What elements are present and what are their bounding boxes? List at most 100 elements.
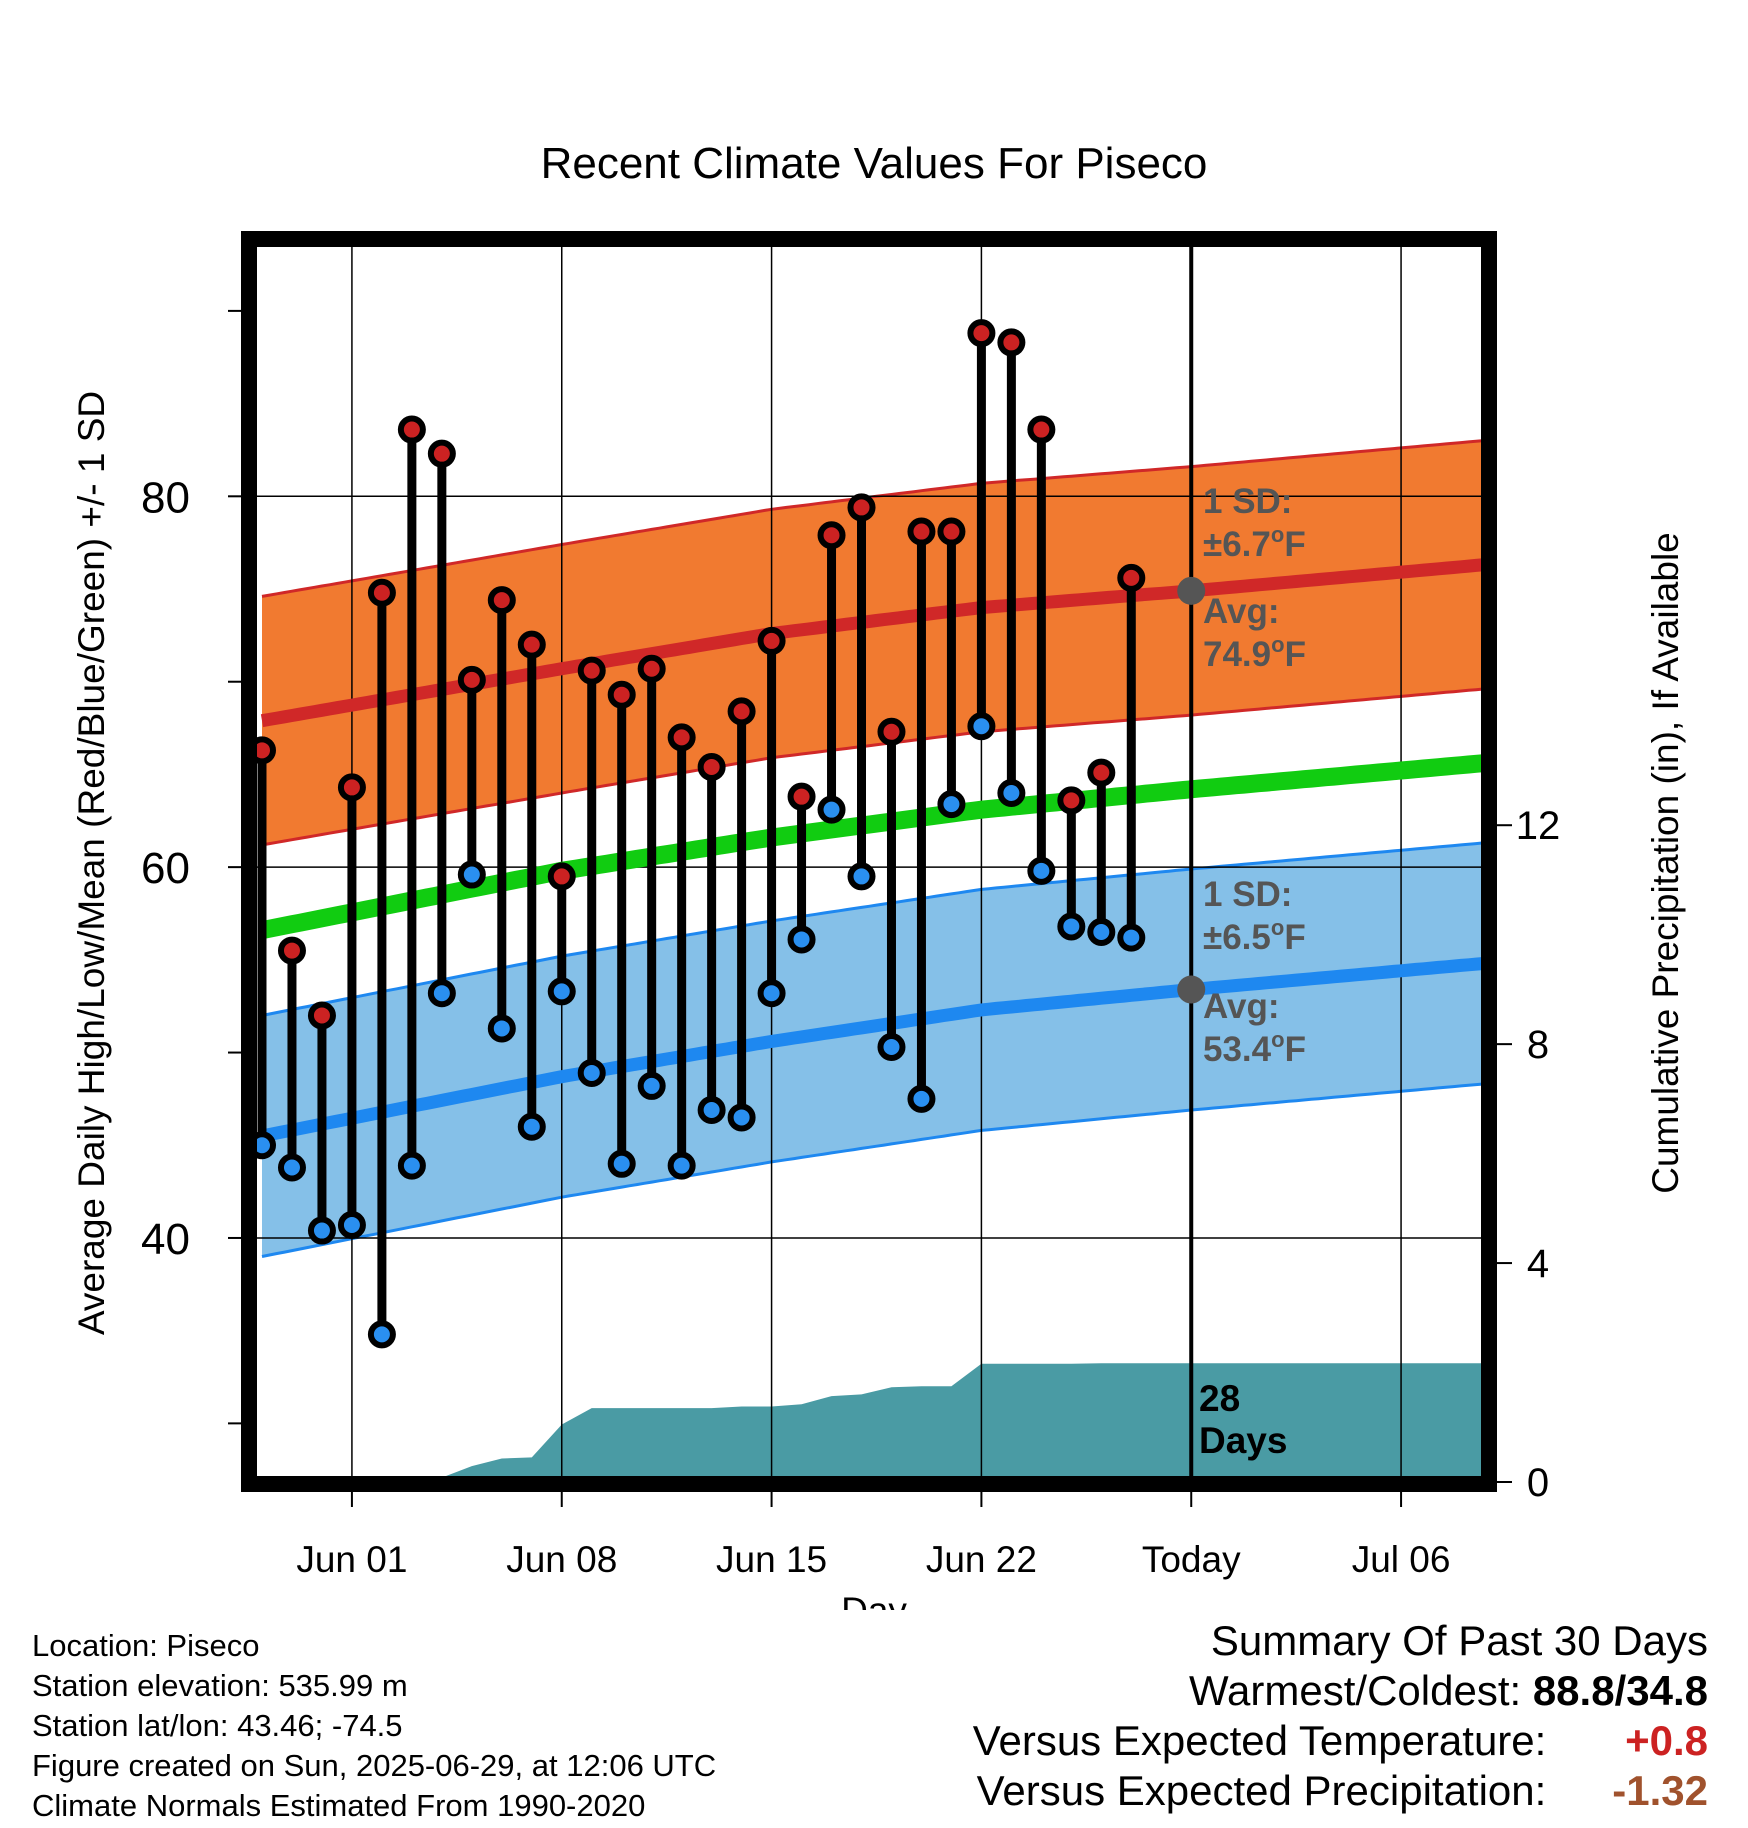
observed-high-point <box>697 753 726 782</box>
observed-high-point <box>337 773 366 802</box>
observed-low-point <box>727 1103 756 1132</box>
observed-low-point <box>547 977 576 1006</box>
observed-low-point <box>847 862 876 891</box>
observed-low-point <box>877 1032 906 1061</box>
high-sd-label: 1 SD: <box>1203 482 1292 521</box>
observed-low-point <box>397 1151 426 1180</box>
low-avg-value: 53.4oF <box>1203 1027 1306 1069</box>
elevation-text: Station elevation: 535.99 m <box>32 1668 408 1703</box>
observed-high-point <box>997 328 1026 357</box>
observed-low-point <box>607 1149 636 1178</box>
x-tick-label: Jun 08 <box>506 1539 617 1580</box>
observed-low-point <box>277 1153 306 1182</box>
precip-anomaly-row: Versus Expected Precipitation: -1.32 <box>973 1766 1708 1816</box>
observed-low-point <box>307 1216 336 1245</box>
observed-high-point <box>907 517 936 546</box>
observed-high-point <box>637 654 666 683</box>
temp-anomaly-label: Versus Expected Temperature: <box>972 1717 1547 1764</box>
x-tick-label: Jun 01 <box>296 1539 407 1580</box>
observed-high-point <box>1057 786 1086 815</box>
x-tick-label: Jun 15 <box>716 1539 827 1580</box>
x-tick-label: Jun 22 <box>926 1539 1037 1580</box>
plot-frame <box>241 231 1497 1492</box>
observed-low-point <box>667 1151 696 1180</box>
low-band-upper-edge <box>261 841 1483 1017</box>
location-text: Location: Piseco <box>32 1628 260 1663</box>
observed-high-point <box>1027 415 1056 444</box>
observed-low-point <box>1027 856 1056 885</box>
observed-low-point <box>517 1112 546 1141</box>
observed-high-point <box>727 697 756 726</box>
observed-low-point <box>577 1058 606 1087</box>
warmest-coldest-value: 88.8/34.8 <box>1532 1667 1708 1714</box>
observed-low-point <box>337 1210 366 1239</box>
y-right-tick-label: 0 <box>1527 1461 1549 1505</box>
observed-low-point <box>817 795 846 824</box>
y-axis-title-right: Cumulative Precipitation (in), If Availa… <box>1645 532 1686 1194</box>
today-low-marker <box>1177 975 1206 1004</box>
observed-high-point <box>547 862 576 891</box>
days-label: Days <box>1199 1420 1287 1461</box>
observed-high-point <box>457 665 486 694</box>
latlon-text: Station lat/lon: 43.46; -74.5 <box>32 1708 403 1743</box>
observed-high-point <box>397 415 426 444</box>
observed-high-point <box>937 517 966 546</box>
chart-title: Recent Climate Values For Piseco <box>541 139 1208 188</box>
low-avg-label: Avg: <box>1203 987 1279 1026</box>
y-right-tick-label: 4 <box>1527 1242 1549 1286</box>
low-sd-band <box>262 843 1482 1257</box>
precip-area <box>262 1363 1482 1482</box>
observed-low-point <box>757 979 786 1008</box>
y-left-tick-label: 60 <box>141 844 190 893</box>
warmest-coldest-label: Warmest/Coldest: <box>1188 1667 1522 1714</box>
summary-heading: Summary Of Past 30 Days <box>1210 1617 1708 1664</box>
observed-high-point <box>367 578 396 607</box>
normal-mean-line <box>260 754 1483 940</box>
precip-anomaly-value: -1.32 <box>1612 1767 1708 1814</box>
observed-low-point <box>787 925 816 954</box>
y-axis-title-left: Average Daily High/Low/Mean (Red/Blue/Gr… <box>71 391 112 1335</box>
observed-high-point <box>877 717 906 746</box>
climate-chart: Recent Climate Values For Piseco 40 60 80 0… <box>71 139 1686 1610</box>
temp-anomaly-value: +0.8 <box>1625 1717 1708 1764</box>
observed-low-point <box>457 860 486 889</box>
observed-low-point <box>967 712 996 741</box>
observed-low-point <box>907 1084 936 1113</box>
normal-low-line <box>260 957 1483 1143</box>
precip-anomaly-label: Versus Expected Precipitation: <box>976 1767 1547 1814</box>
observed-low-point <box>697 1096 726 1125</box>
observed-high-point <box>967 319 996 348</box>
observed-low-point <box>487 1014 516 1043</box>
observed-low-point <box>427 979 456 1008</box>
observed-high-point <box>277 936 306 965</box>
observed-high-point <box>427 439 456 468</box>
high-avg-value: 74.9oF <box>1203 632 1306 674</box>
observed-high-point <box>757 626 786 655</box>
x-axis-title: Day <box>841 1590 907 1610</box>
today-high-marker <box>1177 576 1206 605</box>
observed-high-point <box>817 521 846 550</box>
summary-panel: Summary Of Past 30 Days Warmest/Coldest:… <box>973 1616 1708 1816</box>
days-count: 28 <box>1199 1378 1240 1419</box>
observed-high-point <box>517 630 546 659</box>
low-band-lower-edge <box>261 1082 1483 1258</box>
warmest-coldest-row: Warmest/Coldest: 88.8/34.8 <box>973 1666 1708 1716</box>
temp-anomaly-row: Versus Expected Temperature: +0.8 <box>973 1716 1708 1766</box>
observed-high-point <box>487 586 516 615</box>
observed-high-point <box>607 680 636 709</box>
observed-high-point <box>1087 758 1116 787</box>
high-sd-value: ±6.7oF <box>1203 522 1306 564</box>
high-band-lower-edge <box>261 687 1483 847</box>
y-right-tick-label: 8 <box>1527 1023 1549 1067</box>
high-avg-label: Avg: <box>1203 592 1279 631</box>
plot-area: 40 60 80 0 4 8 12 Jun 01 Jun 08 Jun 15 Jun 22 Today… <box>141 231 1560 1580</box>
y-left-tick-label: 80 <box>141 473 190 522</box>
x-tick-label: Jul 06 <box>1352 1539 1451 1580</box>
observed-high-point <box>667 723 696 752</box>
observed-low-point <box>997 778 1026 807</box>
observed-low-point <box>637 1071 666 1100</box>
station-info: Location: Piseco Station elevation: 535.… <box>32 1626 716 1826</box>
observed-low-point <box>367 1320 396 1349</box>
low-sd-value: ±6.5oF <box>1203 915 1306 957</box>
observed-low-point <box>937 790 966 819</box>
